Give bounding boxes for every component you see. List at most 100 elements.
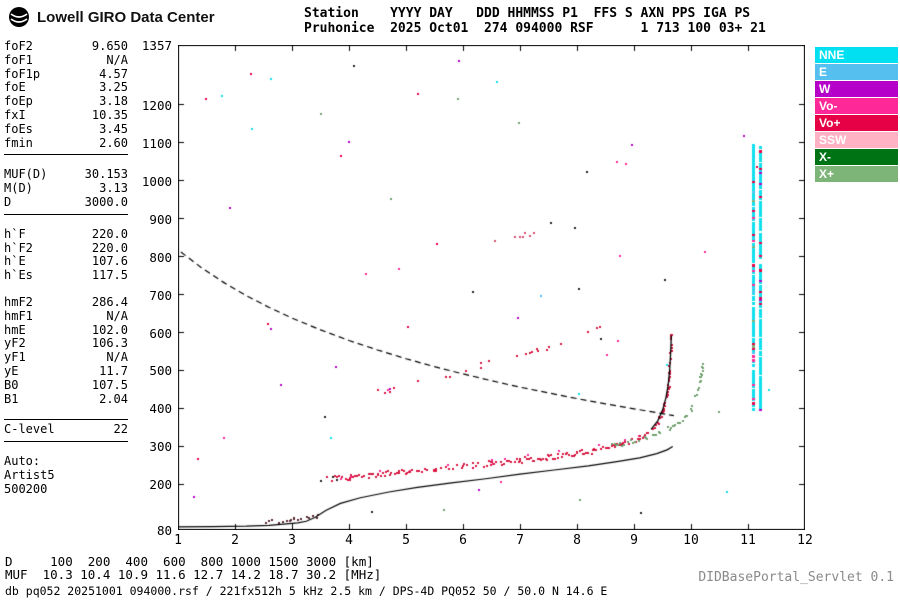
x-tick-label: 8 — [573, 533, 581, 548]
parameter-value: N/A — [106, 350, 128, 365]
x-axis-labels: 1 2 3 4 5 6 7 8 9 10 11 12 — [174, 533, 813, 549]
parameter-label: D — [4, 194, 12, 209]
parameter-label: h`F2 — [4, 240, 33, 255]
legend-item-w: W — [815, 81, 898, 97]
y-tick-label: 80 — [156, 523, 172, 538]
y-tick-label: 1100 — [141, 135, 172, 151]
x-tick-label: 9 — [630, 533, 638, 548]
parameter-row: hmF2 286.4 — [4, 294, 128, 310]
parameter-value: 2.04 — [99, 391, 128, 406]
parameter-row: hmE 102.0 — [4, 322, 128, 338]
autoscaling-label: 500200 — [4, 481, 48, 496]
parameter-value: 3.13 — [99, 181, 128, 196]
legend-item-vominus: Vo- — [815, 98, 898, 114]
x-tick-label: 5 — [402, 533, 410, 548]
panel-separator — [4, 154, 128, 156]
parameter-label: M(D) — [4, 181, 33, 196]
servlet-version: DIDBasePortal_Servlet 0.1 — [698, 570, 894, 585]
parameter-label: foE — [4, 80, 26, 95]
ionogram-plot — [178, 45, 805, 530]
parameter-value: 107.5 — [91, 377, 128, 392]
legend-item-e: E — [815, 64, 898, 80]
parameter-value: 11.7 — [99, 363, 128, 378]
parameter-label: yF1 — [4, 350, 26, 365]
y-tick-label: 800 — [149, 249, 172, 265]
parameter-value: 102.0 — [91, 322, 128, 337]
parameter-value: 2.60 — [99, 135, 128, 150]
parameter-row: foE 3.25 — [4, 81, 128, 95]
parameter-value: 3000.0 — [84, 194, 128, 209]
giro-logo: Lowell GIRO Data Center — [8, 6, 215, 28]
y-tick-label: 700 — [149, 287, 172, 303]
parameter-row: MUF(D) 30.153 — [4, 168, 128, 182]
parameter-label: hmE — [4, 322, 26, 337]
x-tick-label: 3 — [288, 533, 296, 548]
parameter-label: B0 — [4, 377, 19, 392]
parameter-row: yF2 106.3 — [4, 337, 128, 351]
parameter-value: 4.57 — [99, 66, 128, 81]
parameter-row: D 3000.0 — [4, 194, 128, 210]
parameter-row: h`E 107.6 — [4, 255, 128, 269]
parameter-label: hmF1 — [4, 308, 33, 323]
y-tick-label: 300 — [149, 439, 172, 455]
x-tick-label: 6 — [459, 533, 467, 548]
y-tick-label: 500 — [149, 363, 172, 379]
parameter-row: fxI 10.35 — [4, 107, 128, 123]
parameter-group: C-level 22 — [4, 419, 128, 443]
parameter-label: fxI — [4, 107, 26, 122]
panel-separator — [4, 441, 128, 443]
parameter-group: Auto: Artist5 500200 — [4, 454, 128, 496]
parameter-label: foF1p — [4, 66, 41, 81]
parameter-group: MUF(D) 30.153 M(D) 3.13 D 3000.0 — [4, 168, 128, 215]
muf-row: MUF 10.3 10.4 10.9 11.6 12.7 14.2 18.7 3… — [5, 567, 382, 582]
y-axis-labels: 1357 1200 1100 1000 900 800 700 600 500 400 300 200… — [128, 38, 172, 538]
parameter-label: fmin — [4, 135, 33, 150]
y-tick-label: 900 — [149, 211, 172, 227]
parameter-value: 3.45 — [99, 121, 128, 136]
parameter-row: foF1p 4.57 — [4, 66, 128, 82]
parameter-label: foEp — [4, 94, 33, 109]
header-values-line: Pruhonice 2025 Oct01 274 094000 RSF 1 71… — [304, 21, 766, 36]
parameter-label: foF2 — [4, 39, 33, 53]
parameter-row: hmF1 N/A — [4, 308, 128, 324]
parameter-value: 30.153 — [84, 167, 128, 182]
parameter-label: hmF2 — [4, 294, 33, 309]
parameter-label: h`Es — [4, 268, 33, 283]
parameter-row: foEs 3.45 — [4, 121, 128, 137]
parameter-row: h`F 220.0 — [4, 227, 128, 242]
logo-text: Lowell GIRO Data Center — [37, 8, 215, 26]
parameter-value: 117.5 — [91, 268, 128, 283]
parameter-row: yF1 N/A — [4, 350, 128, 365]
parameter-value: 3.25 — [99, 80, 128, 95]
parameter-label: MUF(D) — [4, 167, 48, 182]
y-tick-label: 1200 — [141, 97, 172, 113]
x-tick-label: 7 — [516, 533, 524, 548]
x-tick-label: 4 — [345, 533, 353, 548]
parameter-label: foEs — [4, 121, 33, 136]
parameter-value: 9.650 — [91, 39, 128, 53]
legend-item-ssw: SSW — [815, 132, 898, 148]
parameter-row: B0 107.5 — [4, 377, 128, 393]
parameter-row: fmin 2.60 — [4, 135, 128, 151]
parameter-label: yF2 — [4, 336, 26, 351]
panel-separator — [4, 213, 128, 215]
parameter-row: foEp 3.18 — [4, 94, 128, 109]
parameter-value: 22 — [113, 422, 128, 437]
parameter-row: h`Es 117.5 — [4, 268, 128, 283]
parameter-label: foF1 — [4, 52, 33, 67]
autoscaling-label: Artist5 — [4, 467, 55, 482]
parameter-panel: foF2 9.650 foF1 N/A foF1p 4.57 foE 3.25 foEp 3.18… — [4, 39, 128, 510]
parameter-row: foF1 N/A — [4, 52, 128, 68]
parameter-group: foF2 9.650 foF1 N/A foF1p 4.57 foE 3.25 foEp 3.18… — [4, 39, 128, 156]
legend-item-voplus: Vo+ — [815, 115, 898, 131]
parameter-value: 10.35 — [91, 107, 128, 122]
parameter-row: h`F2 220.0 — [4, 240, 128, 256]
y-tick-label: 1000 — [141, 173, 172, 189]
y-tick-label: 600 — [149, 325, 172, 341]
x-tick-label: 10 — [683, 533, 699, 548]
legend-item-nne: NNE — [815, 47, 898, 63]
parameter-row: foF2 9.650 — [4, 39, 128, 54]
panel-separator — [4, 419, 128, 421]
parameter-row: C-level 22 — [4, 423, 128, 437]
